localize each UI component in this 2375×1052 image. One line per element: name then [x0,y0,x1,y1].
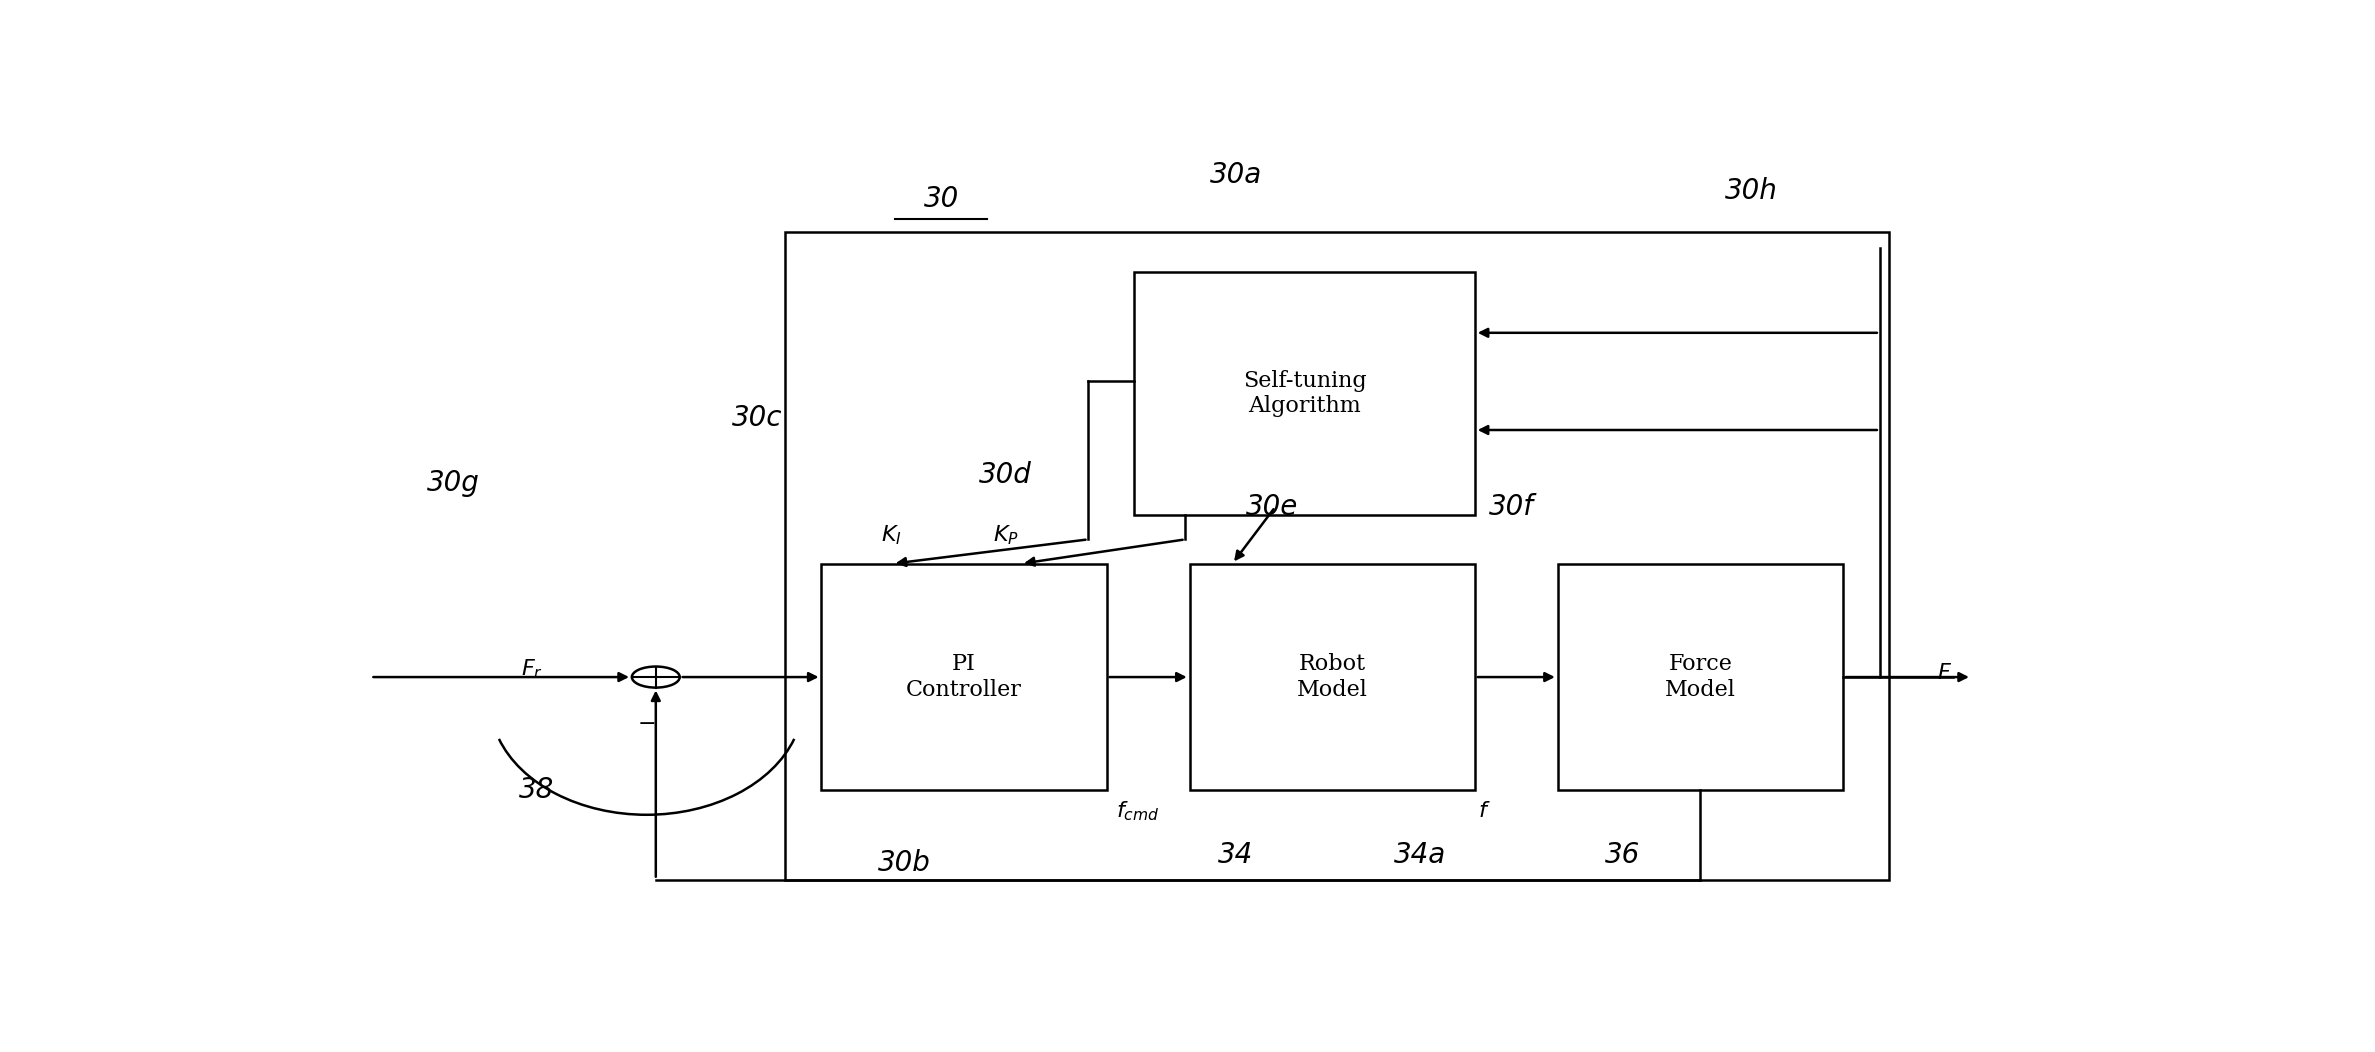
Text: $-$: $-$ [636,710,656,732]
Text: $f$: $f$ [1477,800,1492,822]
Text: 34: 34 [1218,842,1254,869]
Text: 30a: 30a [1209,161,1261,189]
Circle shape [632,667,679,688]
Text: 30h: 30h [1724,177,1776,205]
Text: 30c: 30c [732,404,781,432]
Text: Robot
Model: Robot Model [1297,653,1368,701]
Text: 30: 30 [924,185,960,214]
Text: $f_{cmd}$: $f_{cmd}$ [1116,798,1159,823]
Bar [1558,564,1843,790]
Text: 36: 36 [1606,842,1639,869]
Text: 30d: 30d [978,461,1033,488]
Text: $K_P$: $K_P$ [993,524,1019,547]
Text: 30b: 30b [879,849,931,877]
Text: Self-tuning
Algorithm: Self-tuning Algorithm [1242,370,1366,418]
Text: Force
Model: Force Model [1665,653,1736,701]
Text: 30g: 30g [428,468,480,497]
Bar [784,231,1888,879]
Bar [1190,564,1475,790]
Text: 38: 38 [518,776,553,805]
Text: 30e: 30e [1247,493,1299,521]
Text: $K_I$: $K_I$ [881,524,902,547]
Text: PI
Controller: PI Controller [907,653,1021,701]
Text: $F_r$: $F_r$ [522,658,544,681]
Text: 34a: 34a [1394,842,1446,869]
Text: $F$: $F$ [1936,662,1952,684]
Bar [822,564,1107,790]
Bar [1135,272,1475,515]
Text: 30f: 30f [1489,493,1534,521]
